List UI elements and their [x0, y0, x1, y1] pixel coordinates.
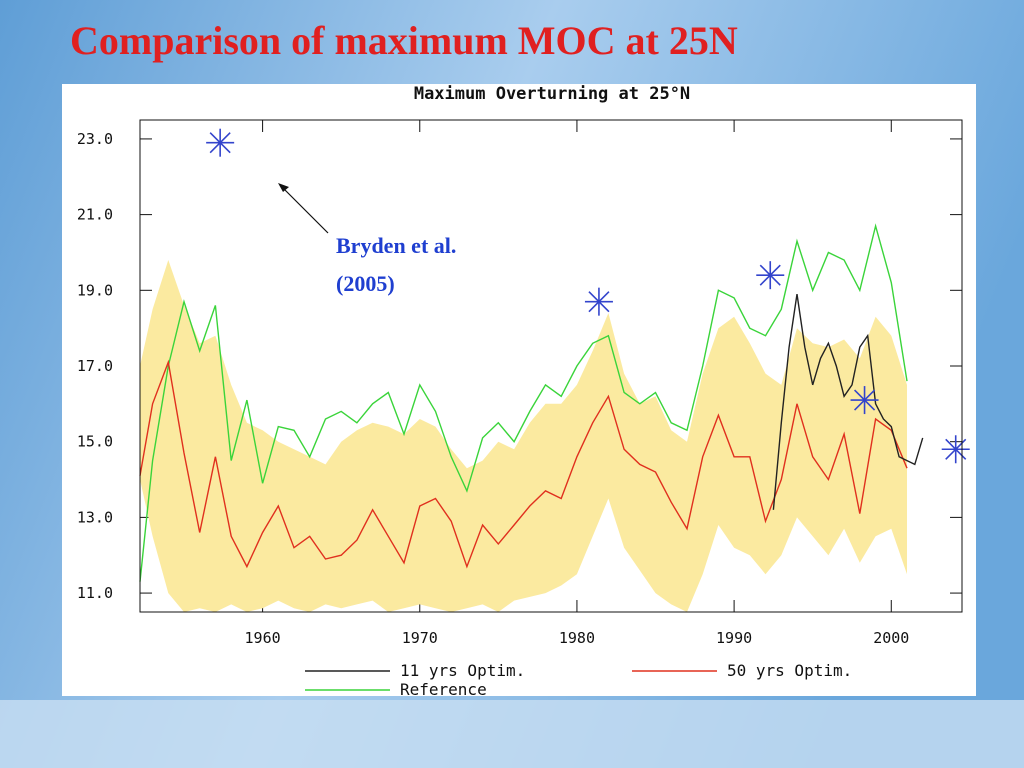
annotation: Bryden et al. [336, 233, 456, 258]
legend-label: Reference [400, 680, 487, 699]
y-tick-label: 15.0 [77, 433, 113, 451]
arrow-head [278, 183, 289, 192]
series-line [139, 359, 908, 569]
annotation-arrow [279, 184, 329, 234]
observation-point [850, 386, 879, 415]
chart-title: Maximum Overturning at 25°N [414, 84, 690, 104]
y-tick-label: 13.0 [77, 508, 113, 526]
x-tick-label: 1990 [716, 629, 752, 647]
observation-point [941, 435, 970, 464]
y-tick-label: 19.0 [77, 281, 113, 299]
y-tick-label: 11.0 [77, 584, 113, 602]
x-tick-label: 2000 [873, 629, 909, 647]
asterisk-stroke [209, 132, 231, 154]
x-tick-label: 1960 [245, 629, 281, 647]
observation-point [756, 261, 785, 290]
legend-label: 11 yrs Optim. [400, 661, 525, 680]
asterisk-stroke [588, 291, 610, 313]
series-line [772, 293, 924, 510]
asterisk-stroke [759, 264, 781, 286]
observation-point [584, 287, 613, 316]
y-tick-label: 21.0 [77, 206, 113, 224]
annotation: (2005) [336, 271, 395, 296]
x-tick-label: 1980 [559, 629, 595, 647]
plot: 11.0 13.0 15.0 17.0 19.0 21.0 23.0 1960 1970 1980… [77, 120, 970, 699]
footer-band [0, 700, 1024, 768]
y-tick-label: 23.0 [77, 130, 113, 148]
x-tick-label: 1970 [402, 629, 438, 647]
slide-title: Comparison of maximum MOC at 25N [70, 18, 738, 63]
y-tick-label: 17.0 [77, 357, 113, 375]
observation-point [206, 128, 235, 157]
uncertainty-band [140, 260, 907, 612]
legend-label: 50 yrs Optim. [727, 661, 852, 680]
plot-frame [139, 119, 963, 613]
series-line [139, 223, 908, 582]
asterisk-stroke [853, 389, 876, 411]
